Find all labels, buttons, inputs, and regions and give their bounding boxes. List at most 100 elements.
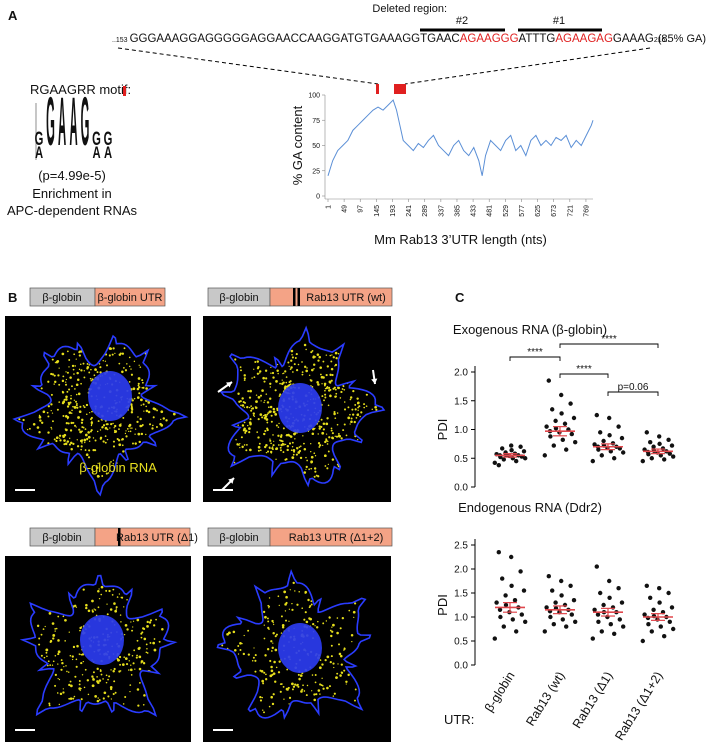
x-tick-label: β-globin (482, 669, 518, 714)
rna-spot (43, 656, 46, 659)
rna-spot (342, 385, 345, 388)
rna-spot (91, 610, 94, 613)
rna-spot (327, 463, 329, 466)
rna-spot (271, 702, 275, 706)
x-tick-label: 577 (519, 205, 526, 217)
rna-spot (128, 430, 130, 432)
rna-spot (329, 394, 332, 396)
rna-spot (128, 356, 131, 359)
data-point (644, 430, 649, 435)
rna-spot (122, 703, 125, 705)
rna-spot (262, 376, 265, 380)
rna-spot (263, 711, 265, 714)
rna-spot (102, 360, 104, 362)
rna-spot (153, 624, 156, 627)
rna-spot (308, 374, 311, 377)
rna-spot (292, 581, 295, 585)
construct: β-globin Rab13 UTR (Δ1+2) (207, 527, 393, 547)
rna-spot (232, 630, 236, 634)
rna-spot (298, 446, 301, 448)
rna-spot (142, 704, 145, 706)
rna-spot (126, 628, 129, 631)
rna-spot (274, 680, 277, 683)
rna-spot (54, 654, 57, 657)
rna-spot (114, 352, 116, 355)
rna-spot (278, 604, 280, 607)
rna-spot (91, 684, 95, 688)
data-point (608, 449, 613, 454)
rna-spot (330, 644, 333, 647)
rna-spot (124, 623, 128, 627)
rna-spot (130, 411, 134, 414)
rna-spot (57, 374, 60, 377)
significance-bracket (559, 343, 659, 348)
rna-spot (356, 402, 360, 405)
data-point (564, 624, 569, 629)
rna-spot (314, 674, 317, 676)
rna-spot (143, 627, 146, 630)
rna-spot (270, 695, 273, 699)
rna-spot (259, 449, 262, 452)
rna-spot (279, 393, 282, 396)
rna-spot (295, 369, 299, 372)
rna-spot (314, 470, 317, 473)
rna-spot (133, 397, 136, 400)
rna-spot (321, 431, 325, 435)
rna-spot (121, 444, 124, 447)
rna-spot (335, 435, 339, 438)
rna-spot (80, 382, 82, 385)
rna-spot (251, 377, 253, 379)
data-point (501, 457, 506, 462)
rna-spot (123, 606, 125, 608)
x-axis-title: UTR: (444, 712, 474, 727)
data-point (492, 636, 497, 641)
rna-spot (113, 680, 116, 683)
rna-spot (54, 684, 57, 687)
rna-spot (160, 410, 164, 414)
rna-spot (50, 410, 52, 412)
rna-spot (243, 444, 246, 446)
rna-spot (90, 421, 94, 425)
rna-spot (71, 409, 73, 412)
rna-spot (95, 466, 99, 470)
rna-spot (68, 388, 71, 391)
rna-spot (269, 405, 273, 409)
rna-spot (319, 659, 322, 661)
rna-spot (340, 437, 343, 440)
rna-spot (322, 687, 325, 690)
data-point (553, 418, 558, 424)
rna-spot (128, 424, 131, 428)
rna-spot (328, 436, 331, 439)
rna-spot (318, 355, 321, 359)
y-tick-label: 2.5 (454, 541, 468, 552)
rna-spot (58, 703, 60, 706)
rna-spot (303, 448, 307, 451)
data-point (492, 460, 497, 466)
rna-spot (79, 653, 81, 656)
logo-letter: G (46, 85, 55, 160)
deleted-region-label: Deleted region: (372, 3, 447, 15)
data-point (601, 438, 606, 444)
rna-spot (78, 428, 81, 431)
rna-spot (81, 439, 83, 441)
rna-spot (268, 410, 271, 413)
rna-spot (316, 353, 320, 356)
rna-spot (331, 374, 334, 377)
x-tick-label: 673 (551, 205, 558, 217)
rna-spot (265, 418, 269, 421)
nucleus (88, 371, 132, 421)
rna-spot (53, 374, 56, 377)
rna-spot (123, 367, 125, 369)
x-tick-label: Rab13 (Δ1) (570, 669, 616, 731)
rna-spot (68, 411, 72, 415)
rna-spot (143, 694, 146, 697)
rna-spot (317, 620, 319, 623)
rna-spot (331, 436, 334, 440)
data-point (621, 450, 626, 455)
rna-spot (351, 641, 353, 643)
rna-spot (137, 704, 140, 707)
rna-spot (136, 618, 140, 622)
construct-label: Rab13 UTR (wt) (306, 292, 385, 304)
rna-spot (99, 366, 102, 369)
rna-spot (294, 683, 297, 686)
